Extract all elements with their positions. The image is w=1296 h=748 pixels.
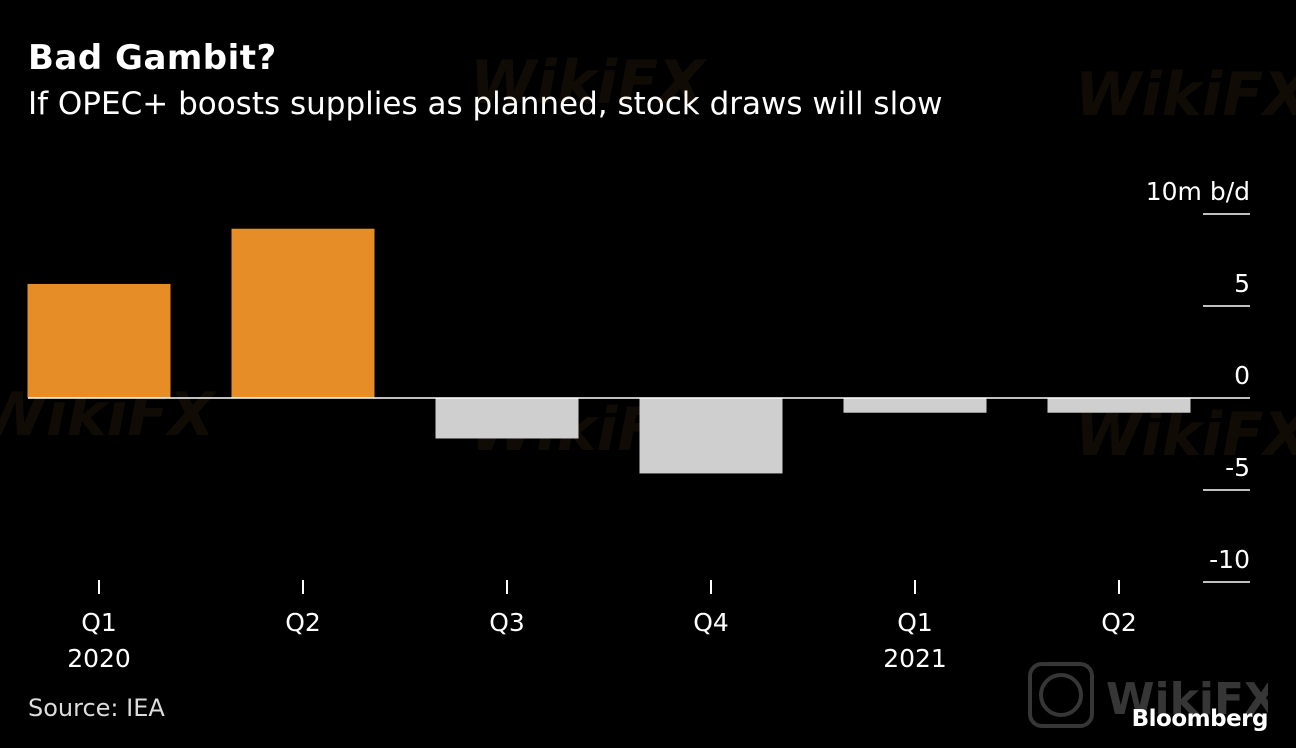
x-axis-labels: Q1 2020 Q2 Q3 Q4 Q1 2021 Q2 (67, 580, 1137, 673)
chart-title: Bad Gambit? (28, 38, 277, 78)
x-tick-label: Q2 (285, 608, 321, 637)
y-tick-label: 10m b/d (1146, 177, 1250, 206)
y-tick-label: -5 (1225, 453, 1250, 482)
y-gridlines (1203, 213, 1250, 583)
bar-2 (231, 228, 375, 398)
chart-subtitle: If OPEC+ boosts supplies as planned, sto… (28, 86, 943, 122)
bar-6 (1047, 398, 1191, 413)
bar-4 (639, 398, 783, 474)
bar-5 (843, 398, 987, 413)
x-tick-label: Q1 (897, 608, 933, 637)
x-year-label: 2021 (883, 644, 947, 673)
y-tick-label: 0 (1234, 361, 1250, 390)
y-tick-labels: 10m b/d 5 0 -5 -10 (1146, 177, 1250, 574)
source-note: Source: IEA (28, 694, 165, 722)
bar-3 (435, 398, 579, 439)
x-tick-label: Q1 (81, 608, 117, 637)
y-tick-label: -10 (1209, 545, 1250, 574)
bars (27, 228, 1191, 474)
x-year-label: 2020 (67, 644, 131, 673)
y-tick-label: 5 (1234, 269, 1250, 298)
x-tick-label: Q2 (1101, 608, 1137, 637)
x-tick-label: Q4 (693, 608, 729, 637)
bar-1 (27, 283, 171, 398)
bloomberg-brand: Bloomberg (1131, 706, 1269, 732)
x-tick-label: Q3 (489, 608, 525, 637)
